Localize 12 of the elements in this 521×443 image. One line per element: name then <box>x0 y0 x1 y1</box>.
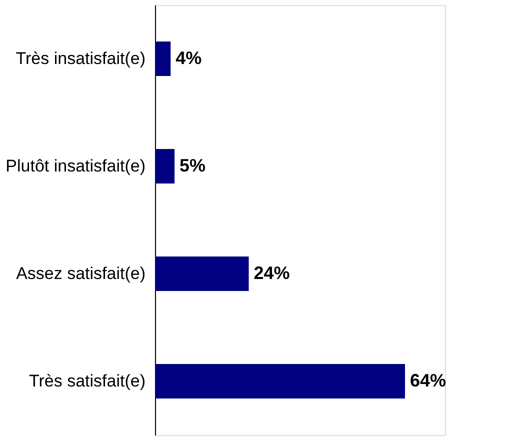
data-label: 64% <box>410 370 446 390</box>
bar <box>155 256 249 291</box>
y-tick-label: Plutôt insatisfait(e) <box>6 156 146 176</box>
bar <box>155 42 171 76</box>
data-label: 4% <box>176 48 202 68</box>
data-label: 24% <box>254 262 290 283</box>
y-tick-label: Très satisfait(e) <box>28 371 146 390</box>
data-label: 5% <box>180 155 206 176</box>
y-tick-label: Assez satisfait(e) <box>16 264 146 283</box>
bar <box>155 364 405 398</box>
bar <box>155 149 175 184</box>
y-tick-label: Très insatisfait(e) <box>16 48 146 68</box>
